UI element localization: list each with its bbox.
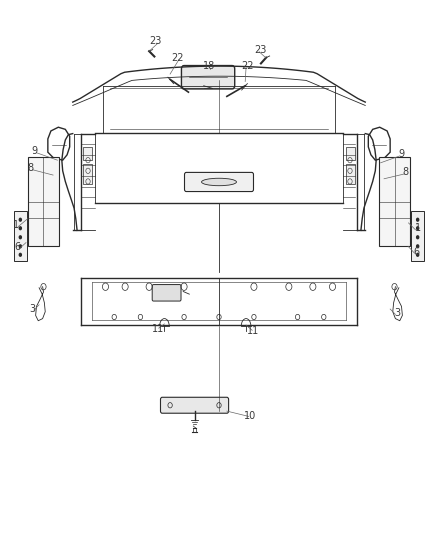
Bar — [346, 147, 355, 160]
Text: 8: 8 — [403, 167, 409, 177]
Circle shape — [18, 217, 22, 222]
Bar — [83, 147, 92, 160]
Circle shape — [416, 235, 420, 239]
Text: 6: 6 — [14, 243, 20, 252]
Circle shape — [416, 226, 420, 230]
Text: 18: 18 — [203, 61, 215, 70]
Text: 11: 11 — [247, 326, 259, 336]
Bar — [411, 211, 424, 261]
Circle shape — [18, 226, 22, 230]
Text: 1: 1 — [415, 223, 421, 233]
Text: 3: 3 — [394, 308, 400, 318]
Text: 10: 10 — [244, 411, 257, 422]
Text: 22: 22 — [241, 61, 254, 70]
Circle shape — [18, 244, 22, 248]
FancyBboxPatch shape — [181, 66, 235, 89]
Circle shape — [416, 244, 420, 248]
FancyBboxPatch shape — [160, 397, 229, 413]
Bar — [28, 157, 59, 246]
Text: 6: 6 — [413, 247, 420, 256]
Text: 23: 23 — [149, 36, 162, 45]
Text: 9: 9 — [399, 149, 405, 159]
Circle shape — [416, 217, 420, 222]
Bar — [14, 211, 27, 261]
Text: 11: 11 — [152, 324, 164, 334]
FancyBboxPatch shape — [152, 285, 181, 301]
Text: 23: 23 — [254, 45, 267, 54]
Circle shape — [18, 253, 22, 257]
Text: 3: 3 — [29, 304, 35, 314]
Circle shape — [416, 253, 420, 257]
Bar — [346, 164, 355, 184]
Bar — [83, 164, 92, 184]
Ellipse shape — [201, 178, 237, 185]
Text: 22: 22 — [171, 53, 184, 62]
Text: 8: 8 — [27, 163, 33, 173]
Text: 1: 1 — [13, 220, 19, 230]
Text: 9: 9 — [32, 146, 38, 156]
Circle shape — [18, 235, 22, 239]
FancyBboxPatch shape — [184, 172, 254, 191]
Bar — [379, 157, 410, 246]
